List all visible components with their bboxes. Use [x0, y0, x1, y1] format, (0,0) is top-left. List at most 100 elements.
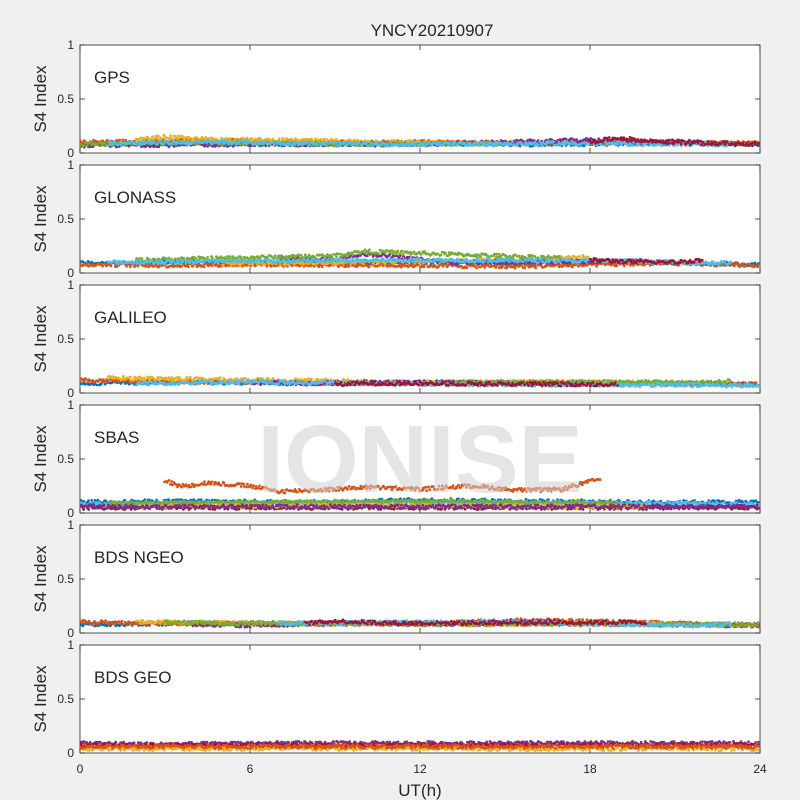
data-point [557, 140, 561, 144]
data-point [606, 138, 610, 142]
data-point [647, 140, 651, 144]
data-point [436, 252, 440, 256]
data-point [253, 257, 257, 260]
data-point [138, 257, 142, 260]
data-point [170, 142, 174, 146]
data-point [379, 262, 383, 265]
data-point [210, 264, 214, 268]
data-point [440, 143, 444, 147]
data-point [376, 143, 380, 147]
data-point [363, 248, 367, 252]
data-point [334, 142, 338, 145]
data-point [614, 143, 617, 147]
data-point [367, 250, 370, 254]
data-point [463, 142, 466, 146]
data-point [151, 135, 154, 139]
scatter-points [80, 133, 760, 149]
data-point [327, 257, 330, 261]
data-point [149, 137, 152, 141]
data-point [630, 136, 634, 140]
data-point [239, 255, 243, 259]
data-point [619, 136, 623, 140]
data-point [422, 265, 426, 269]
data-point [391, 139, 394, 143]
data-point [655, 143, 659, 147]
data-point [225, 255, 229, 258]
data-point [96, 142, 100, 146]
data-point [330, 255, 334, 259]
data-point [337, 265, 340, 269]
data-point [534, 266, 537, 270]
data-point [289, 143, 293, 147]
data-point [355, 257, 358, 261]
data-point [402, 255, 406, 258]
data-point [324, 255, 328, 258]
data-point [297, 254, 300, 257]
data-point [477, 144, 481, 147]
data-point [347, 265, 351, 268]
data-point [699, 143, 703, 147]
data-point [140, 142, 144, 146]
data-point [517, 254, 521, 258]
data-point [701, 141, 705, 144]
data-point [206, 144, 210, 148]
data-point [317, 140, 321, 144]
data-point [221, 263, 225, 267]
data-point [575, 138, 578, 142]
data-point [417, 139, 421, 143]
data-point [176, 134, 180, 138]
data-point [163, 134, 166, 138]
data-point [281, 142, 284, 146]
data-point [746, 144, 750, 147]
data-point [400, 249, 404, 253]
data-point [548, 140, 551, 143]
data-point [495, 255, 498, 259]
data-point [274, 261, 278, 264]
data-point [631, 144, 635, 147]
data-point [315, 143, 319, 147]
data-point [118, 260, 121, 263]
data-point [167, 145, 171, 149]
data-point [495, 140, 499, 144]
data-point [499, 254, 503, 258]
data-point [269, 264, 273, 268]
data-point [493, 252, 496, 256]
data-point [600, 143, 604, 147]
data-point [297, 143, 300, 147]
data-point [465, 262, 469, 265]
data-point [672, 142, 676, 146]
data-point [141, 139, 145, 143]
data-point [465, 266, 469, 270]
data-point [186, 260, 190, 264]
data-point [182, 256, 186, 260]
y-tick-label: 0 [67, 146, 74, 160]
data-point [155, 142, 159, 146]
data-point [533, 141, 537, 144]
data-point [641, 144, 645, 147]
data-point [228, 255, 232, 258]
data-point [491, 264, 495, 268]
data-point [368, 144, 372, 148]
data-point [346, 258, 350, 261]
y-tick-label: 1 [67, 38, 74, 52]
data-point [720, 263, 724, 267]
data-point [678, 140, 682, 144]
data-point [250, 137, 254, 141]
data-point [139, 140, 143, 144]
data-point [665, 139, 668, 143]
data-point [520, 263, 524, 267]
data-point [632, 264, 635, 267]
data-point [582, 261, 586, 265]
data-point [326, 254, 330, 257]
data-point [272, 258, 276, 261]
data-point [563, 261, 566, 264]
data-point [312, 262, 316, 266]
y-tick-label: 1 [67, 158, 74, 172]
data-point [580, 142, 584, 145]
data-point [351, 253, 355, 257]
data-point [345, 143, 348, 147]
data-point [387, 144, 391, 148]
data-point [135, 257, 139, 260]
data-point [285, 137, 289, 141]
